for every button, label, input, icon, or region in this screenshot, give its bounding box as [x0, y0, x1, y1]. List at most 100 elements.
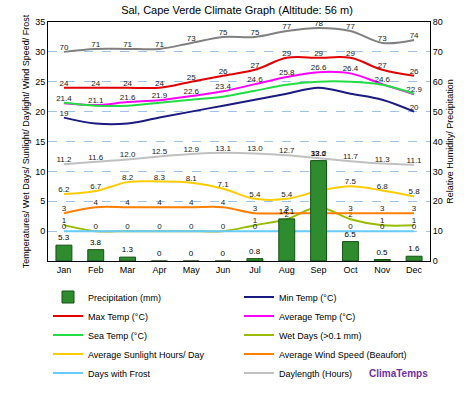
svg-text:1: 1: [380, 216, 385, 225]
svg-text:Mar: Mar: [120, 265, 136, 275]
svg-text:Min Temp (°C): Min Temp (°C): [279, 293, 336, 303]
svg-text:4: 4: [157, 198, 162, 207]
svg-text:6.5: 6.5: [345, 230, 357, 239]
svg-text:0: 0: [316, 222, 321, 231]
svg-text:Average Wind Speed (Beaufort): Average Wind Speed (Beaufort): [279, 350, 406, 360]
svg-text:3: 3: [380, 204, 385, 213]
svg-text:11.3: 11.3: [375, 155, 391, 164]
svg-text:4: 4: [189, 198, 194, 207]
svg-text:3: 3: [62, 204, 67, 213]
svg-text:5: 5: [40, 196, 45, 206]
svg-text:Oct: Oct: [343, 265, 358, 275]
svg-text:Jan: Jan: [57, 265, 72, 275]
svg-text:Max Temp (°C): Max Temp (°C): [88, 312, 148, 322]
svg-text:73: 73: [187, 34, 196, 43]
svg-text:30: 30: [433, 167, 443, 177]
svg-text:0.8: 0.8: [249, 247, 261, 256]
svg-text:Temperatures/ Wet Days/ Sunlig: Temperatures/ Wet Days/ Sunlight/ Daylig…: [21, 14, 31, 268]
svg-text:29: 29: [346, 49, 355, 58]
svg-text:25: 25: [35, 77, 45, 87]
svg-text:78: 78: [314, 22, 323, 28]
svg-text:50: 50: [433, 107, 443, 117]
svg-text:12.5: 12.5: [152, 147, 168, 156]
svg-text:73: 73: [378, 34, 387, 43]
svg-text:0: 0: [285, 222, 290, 231]
svg-text:5.4: 5.4: [281, 190, 293, 199]
svg-text:0: 0: [40, 226, 45, 236]
svg-text:1.3: 1.3: [122, 245, 134, 254]
svg-text:5.8: 5.8: [409, 187, 421, 196]
svg-text:Sep: Sep: [311, 265, 327, 275]
svg-text:0: 0: [433, 256, 438, 266]
svg-text:15: 15: [35, 137, 45, 147]
svg-text:24: 24: [155, 79, 164, 88]
svg-text:5.3: 5.3: [58, 233, 70, 242]
svg-text:25.8: 25.8: [279, 68, 295, 77]
svg-text:Feb: Feb: [88, 265, 104, 275]
svg-text:24: 24: [91, 79, 100, 88]
svg-text:Dec: Dec: [406, 265, 423, 275]
svg-text:21.1: 21.1: [88, 96, 104, 105]
svg-text:Jun: Jun: [216, 265, 231, 275]
svg-text:23.4: 23.4: [215, 82, 231, 91]
svg-text:Relative Humidity/ Precipitati: Relative Humidity/ Precipitation: [445, 79, 455, 204]
svg-text:Average Temp (°C): Average Temp (°C): [279, 312, 355, 322]
svg-text:Jul: Jul: [249, 265, 261, 275]
svg-text:70: 70: [433, 47, 443, 57]
svg-text:71: 71: [123, 40, 132, 49]
svg-text:70: 70: [59, 43, 68, 52]
svg-text:20: 20: [433, 196, 443, 206]
svg-text:0: 0: [380, 222, 385, 231]
svg-text:Nov: Nov: [374, 265, 391, 275]
svg-text:10: 10: [433, 226, 443, 236]
svg-text:3: 3: [412, 204, 417, 213]
svg-text:22.9: 22.9: [406, 85, 422, 94]
svg-text:30: 30: [35, 47, 45, 57]
svg-text:0: 0: [157, 249, 162, 258]
svg-text:1: 1: [253, 216, 258, 225]
svg-text:Days with Frost: Days with Frost: [88, 369, 151, 379]
svg-text:60: 60: [433, 77, 443, 87]
svg-text:6.7: 6.7: [90, 182, 102, 191]
svg-text:20: 20: [35, 107, 45, 117]
svg-text:Wet Days (>0.1 mm): Wet Days (>0.1 mm): [279, 331, 362, 341]
svg-text:12.2: 12.2: [311, 149, 327, 158]
svg-text:8.1: 8.1: [186, 174, 198, 183]
svg-text:26.6: 26.6: [311, 63, 327, 72]
svg-text:25: 25: [187, 73, 196, 82]
svg-text:14.1: 14.1: [279, 207, 294, 216]
svg-text:ClimaTemps: ClimaTemps: [369, 368, 428, 379]
svg-text:21.9: 21.9: [152, 91, 168, 100]
svg-text:3: 3: [348, 204, 353, 213]
svg-text:Aug: Aug: [279, 265, 295, 275]
svg-text:Daylength (Hours): Daylength (Hours): [279, 369, 352, 379]
svg-text:Sal, Cape Verde Climate Graph: Sal, Cape Verde Climate Graph (Altitude:…: [121, 4, 353, 16]
svg-text:27: 27: [250, 61, 259, 70]
svg-text:7.5: 7.5: [345, 177, 357, 186]
svg-text:0: 0: [221, 249, 226, 258]
svg-text:0: 0: [412, 222, 417, 231]
svg-text:71: 71: [91, 40, 100, 49]
svg-text:12.0: 12.0: [120, 150, 136, 159]
svg-text:1: 1: [412, 216, 417, 225]
svg-text:26: 26: [410, 67, 419, 76]
svg-text:29: 29: [282, 49, 291, 58]
svg-text:0: 0: [348, 222, 353, 231]
svg-text:77: 77: [282, 22, 291, 31]
svg-text:75: 75: [219, 28, 228, 37]
svg-text:7.1: 7.1: [218, 180, 230, 189]
svg-text:4: 4: [221, 198, 226, 207]
svg-text:11.6: 11.6: [88, 153, 104, 162]
svg-text:8.2: 8.2: [122, 173, 134, 182]
svg-text:May: May: [183, 265, 201, 275]
svg-text:80: 80: [433, 17, 443, 27]
svg-text:11.1: 11.1: [407, 156, 423, 165]
svg-text:22.6: 22.6: [183, 87, 199, 96]
svg-text:26.4: 26.4: [343, 64, 359, 73]
svg-text:4: 4: [316, 198, 321, 207]
svg-text:20: 20: [410, 103, 419, 112]
svg-text:3.8: 3.8: [90, 238, 102, 247]
svg-text:13.0: 13.0: [247, 144, 263, 153]
svg-text:27: 27: [378, 61, 387, 70]
svg-text:26: 26: [219, 67, 228, 76]
